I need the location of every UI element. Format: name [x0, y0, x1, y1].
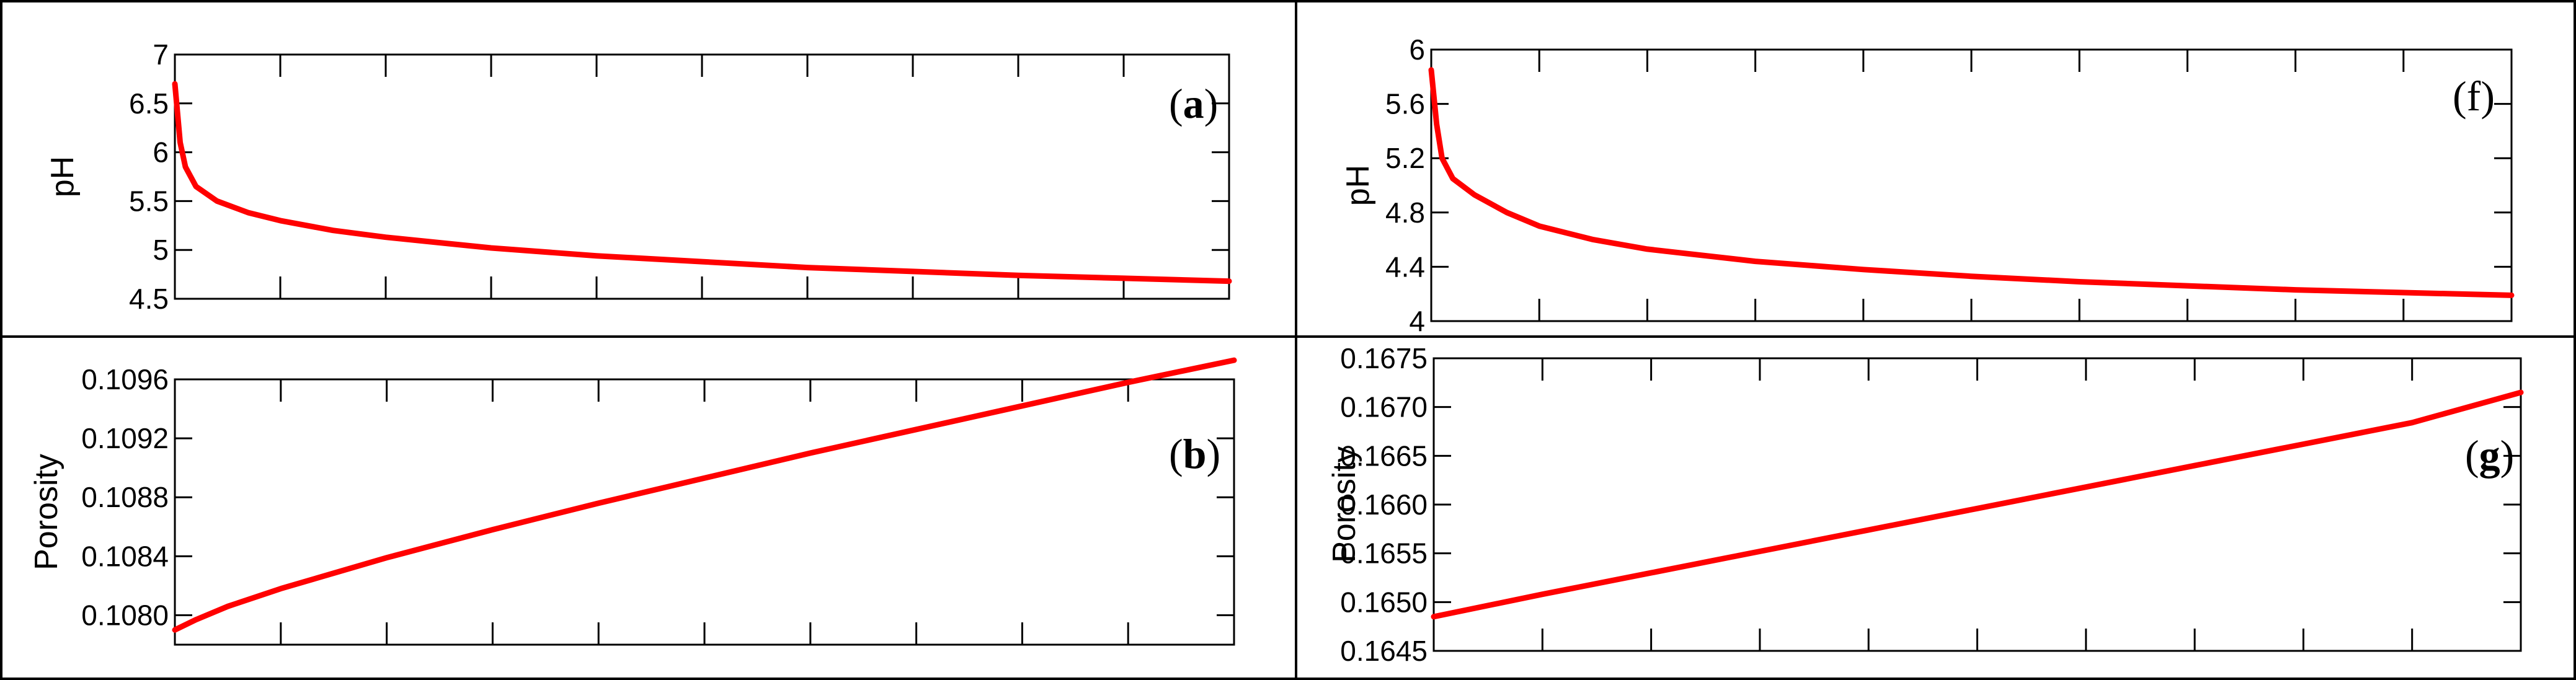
panel-label-g: (g) — [2465, 431, 2514, 479]
y-tick-label: 4.8 — [1385, 196, 1425, 229]
series-line-f — [1428, 67, 2515, 298]
y-axis-label: pH — [1340, 165, 1376, 206]
y-axis-label: Porosity — [29, 454, 64, 570]
plot-area-g — [1432, 357, 2522, 652]
panel-f: 6 5.6 5.2 4.8 4.4 4 pH (f) — [1340, 33, 2515, 337]
y-tick-label: 6 — [153, 136, 169, 169]
panel-letter: a — [1183, 80, 1204, 127]
y-tick-label: 0.1660 — [1340, 488, 1428, 521]
panel-label-f: (f) — [2453, 73, 2495, 120]
y-tick-label: 0.1665 — [1340, 439, 1428, 472]
series-line-g — [1431, 389, 2524, 620]
panel-letter: g — [2479, 431, 2500, 479]
y-tick-label: 6 — [1409, 33, 1425, 66]
y-tick-label: 5.5 — [129, 185, 169, 217]
y-tick-label: 4.5 — [129, 283, 169, 315]
y-axis-label: pH — [45, 156, 81, 197]
y-tick-label: 0.1096 — [81, 363, 169, 395]
panel-g: 0.1675 0.1670 0.1665 0.1660 0.1655 0.1650 0.16… — [1326, 342, 2524, 667]
y-tick-label: 0.1655 — [1340, 537, 1428, 570]
y-tick-label: 6.5 — [129, 87, 169, 120]
plot-area-f — [1430, 48, 2513, 322]
y-tick-label: 0.1088 — [81, 481, 169, 513]
y-tick-label: 5.2 — [1385, 142, 1425, 174]
y-tick-label: 0.1084 — [81, 540, 169, 572]
y-tick-label: 0.1645 — [1340, 635, 1428, 667]
series-line-a — [172, 81, 1232, 285]
panel-b: 0.1096 0.1092 0.1088 0.1084 0.1080 Porosity (b… — [29, 357, 1237, 646]
y-tick-label: 4 — [1409, 305, 1425, 337]
y-tick-label: 0.1670 — [1340, 391, 1428, 423]
y-tick-label: 7 — [153, 38, 169, 71]
y-tick-label: 0.1092 — [81, 422, 169, 454]
panel-label-a: (a) — [1169, 80, 1218, 127]
panel-letter: b — [1183, 430, 1207, 477]
panel-label-b: (b) — [1169, 430, 1220, 477]
y-axis-label: Porosity — [1326, 446, 1362, 563]
series-line-b — [172, 357, 1237, 633]
y-tick-label: 0.1650 — [1340, 586, 1428, 618]
y-tick-label: 0.1675 — [1340, 342, 1428, 374]
y-tick-label: 4.4 — [1385, 250, 1425, 283]
panel-a: 7 6.5 6 5.5 5 4.5 pH (a) — [45, 38, 1232, 315]
panel-letter: f — [2467, 73, 2481, 120]
y-tick-label: 5.6 — [1385, 88, 1425, 120]
plot-area-b — [174, 378, 1235, 646]
y-tick-label: 5 — [153, 234, 169, 266]
y-tick-label: 0.1080 — [81, 599, 169, 631]
